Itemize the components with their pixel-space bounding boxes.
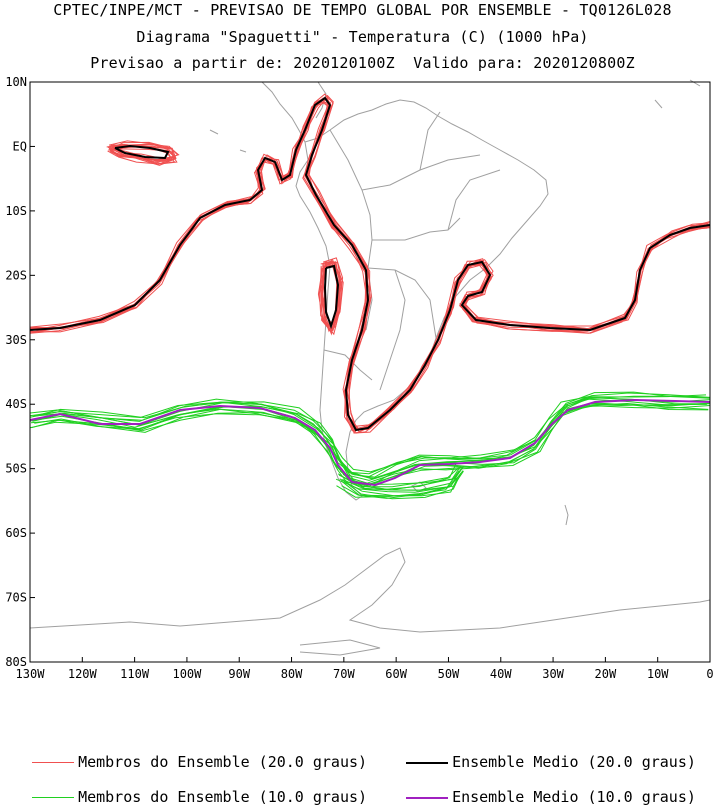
legend-members-10: Membros do Ensemble (10.0 graus) [14,770,367,806]
lon-tick-label: 60W [385,667,407,681]
lon-tick-label: 110W [120,667,150,681]
ensemble-map: 10N EQ 10S 20S 30S 40S 50S 60S 70S 80S 130W 120W 11… [5,75,714,681]
member-20-contour [31,93,711,427]
lat-tick-label: 20S [5,268,27,282]
lon-tick-label: 130W [16,667,46,681]
member-10-contour [335,470,460,493]
member-10-contour [343,472,462,500]
member-20-contour [29,101,711,434]
lat-tick-label: EQ [13,139,27,153]
legend-mean-10: Ensemble Medio (10.0 graus) [388,770,696,806]
lon-tick-label: 70W [333,667,355,681]
mean-20-contour [323,264,340,330]
lon-tick-label: 0 [706,667,713,681]
lat-tick-label: 40S [5,397,27,411]
member-10-contour [29,398,709,481]
legend-swatch-members-20 [32,762,75,763]
lon-tick-label: 90W [228,667,250,681]
lon-tick-label: 40W [490,667,512,681]
lat-tick-label: 10N [5,75,27,89]
member-10-contour [32,391,711,473]
member-10-contour [340,472,459,499]
lon-tick-label: 80W [281,667,303,681]
map-title-line-2: Diagrama "Spaguetti" - Temperatura (C) (… [136,28,589,46]
legend-members-20: Membros do Ensemble (20.0 graus) [14,735,367,771]
legend-label-mean-20: Ensemble Medio (20.0 graus) [452,753,696,771]
map-frame [29,81,711,663]
lat-tick-label: 30S [5,333,27,347]
member-10-contour [342,470,464,491]
lat-tick-label: 60S [5,526,27,540]
legend-label-members-20: Membros do Ensemble (20.0 graus) [78,753,368,771]
map-title-line-1: CPTEC/INPE/MCT - PREVISAO DE TEMPO GLOBA… [53,1,672,19]
mean-20-contour [29,96,711,432]
mean-10-contour [29,398,711,487]
lon-tick-label: 10W [647,667,669,681]
mean-20-contour [114,144,170,160]
lat-axis: 10N EQ 10S 20S 30S 40S 50S 60S 70S 80S [5,75,35,669]
member-10-contour [29,392,711,475]
legend-label-mean-10: Ensemble Medio (10.0 graus) [452,788,696,806]
members-20-contours [29,93,711,434]
member-20-contour [318,260,339,330]
lon-tick-label: 30W [542,667,564,681]
legend-swatch-mean-20 [406,761,449,764]
member-20-contour [109,141,177,163]
lon-tick-label: 50W [438,667,460,681]
lat-tick-label: 70S [5,591,27,605]
lat-tick-label: 50S [5,462,27,476]
coastlines [29,79,711,656]
lat-tick-label: 80S [5,655,27,669]
mean-20-contours [29,96,711,432]
member-20-contour [32,101,711,434]
mean-10-contours [29,398,711,487]
member-20-contour [108,144,176,165]
lon-tick-label: 100W [172,667,202,681]
members-10-contours [29,391,711,500]
lon-tick-label: 20W [595,667,617,681]
legend-swatch-mean-10 [406,796,449,799]
map-title-line-3: Previsao a partir de: 2020120100Z Valido… [90,54,635,72]
member-10-contour [336,477,457,498]
member-10-contour [30,394,707,478]
lon-tick-label: 120W [68,667,98,681]
legend-swatch-members-10 [32,797,75,798]
lat-tick-label: 10S [5,204,27,218]
legend-mean-20: Ensemble Medio (20.0 graus) [388,735,696,771]
legend-label-members-10: Membros do Ensemble (10.0 graus) [78,788,368,806]
member-20-contour [29,97,711,431]
lon-axis: 130W 120W 110W 100W 90W 80W 70W 60W 50W 40W 30W 20W… [16,657,714,681]
member-20-contour [29,99,708,434]
member-10-contour [32,397,710,479]
member-20-contour [29,97,711,432]
